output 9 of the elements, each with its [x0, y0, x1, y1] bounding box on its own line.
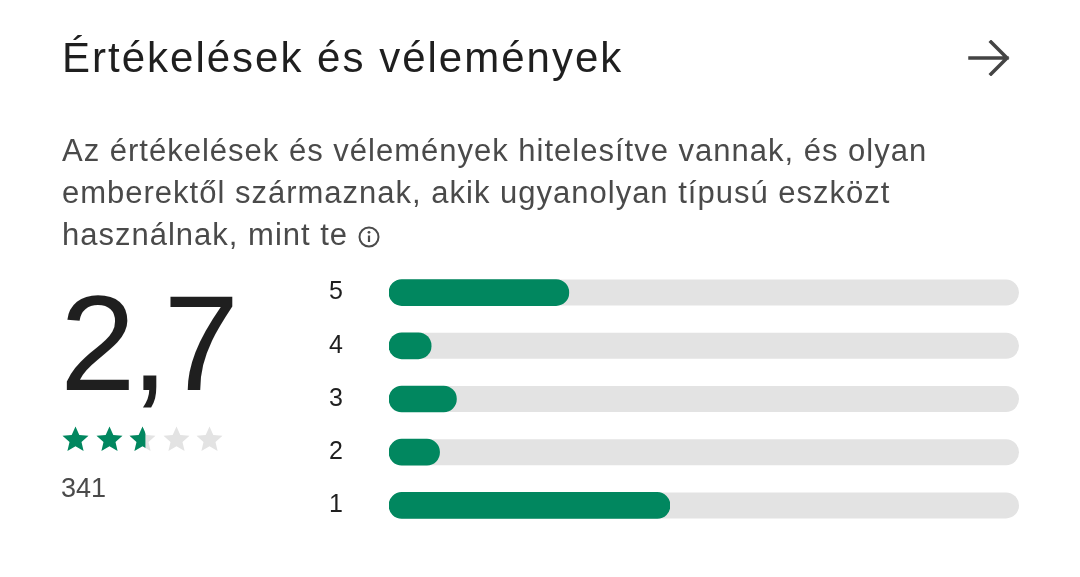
- y-tick-label: 5: [329, 276, 343, 305]
- y-tick-label: 4: [329, 329, 344, 358]
- chart-subtitle: Az értékelések és vélemények hitelesítve vannak, és olyan emberektől származnak, akik ugyanolyan típusú eszközt használnak, mint te: [62, 133, 928, 252]
- y-tick-label: 2: [329, 436, 343, 465]
- y-tick-label: 1: [329, 489, 343, 518]
- text: 2,7: [60, 267, 235, 419]
- chart-title: Értékelések és vélemények: [62, 33, 624, 83]
- text: 341: [61, 472, 107, 504]
- y-tick-label: 3: [329, 382, 343, 411]
